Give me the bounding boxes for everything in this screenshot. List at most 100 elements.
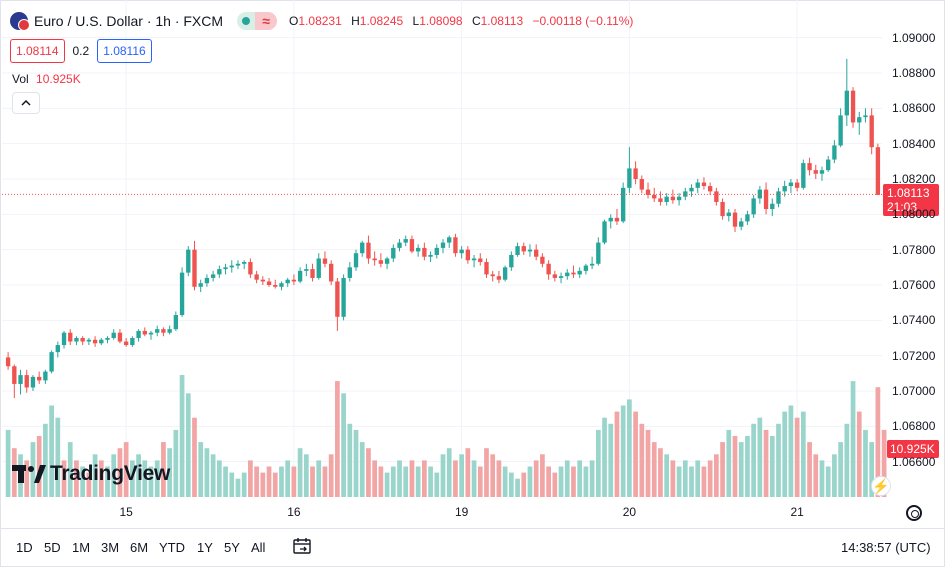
time-tick-label: 21	[790, 505, 804, 519]
volume-legend: Vol 10.925K	[12, 72, 81, 86]
volume-bar	[689, 466, 694, 497]
candle-body	[384, 258, 390, 264]
time-tick-label: 19	[454, 505, 469, 519]
time-tick-label: 15	[119, 505, 133, 519]
price-tick-label: 1.07200	[892, 348, 936, 363]
bid-ask-panel: 1.08114 0.2 1.08116	[10, 39, 152, 63]
candle-body	[210, 274, 216, 278]
last-price-label: 1.08113 21:03	[883, 184, 939, 216]
volume-bar	[260, 472, 266, 497]
range-1d-button[interactable]: 1D	[16, 540, 33, 555]
candle-body	[366, 242, 371, 259]
volume-bar	[639, 423, 645, 497]
candle-body	[316, 258, 321, 278]
candle-body	[502, 267, 508, 280]
candle-body	[360, 242, 365, 254]
candle-body	[30, 376, 36, 388]
volume-bar	[533, 460, 539, 497]
volume-bar	[651, 442, 657, 497]
volume-bar	[751, 423, 756, 497]
tradingview-logo[interactable]: TradingView	[12, 462, 170, 486]
candle-body	[826, 159, 831, 171]
candle-body	[838, 115, 843, 146]
volume-bar	[173, 429, 179, 497]
candle-body	[161, 329, 166, 333]
volume-bar	[832, 454, 837, 497]
candle-body	[794, 182, 800, 188]
range-5y-button[interactable]: 5Y	[224, 540, 240, 555]
date-range-icon[interactable]	[292, 537, 312, 555]
candle-body	[117, 332, 123, 342]
range-ytd-button[interactable]: YTD	[159, 540, 185, 555]
price-tick-label: 1.07400	[892, 313, 936, 328]
candle-body	[857, 117, 862, 123]
price-chart[interactable]	[0, 0, 945, 528]
volume-bar	[390, 466, 396, 497]
range-all-button[interactable]: All	[251, 540, 266, 555]
price-tick-label: 1.08800	[892, 66, 936, 80]
volume-bar	[701, 466, 707, 497]
symbol-title[interactable]: Euro / U.S. Dollar · 1h · FXCM	[34, 13, 224, 29]
volume-bar	[658, 448, 663, 497]
volume-bar	[285, 460, 291, 497]
price-tick-label: 1.08600	[892, 101, 936, 116]
candle-body	[148, 332, 154, 335]
volume-bar	[875, 387, 881, 497]
candle-body	[801, 163, 806, 188]
buy-button[interactable]: 1.08116	[97, 39, 152, 63]
gear-icon[interactable]	[906, 505, 922, 521]
candle-body	[397, 242, 402, 248]
candle-body	[434, 247, 439, 255]
volume-bar	[508, 472, 514, 497]
candle-body	[422, 247, 427, 257]
volume-bar	[546, 466, 551, 497]
volume-bar	[403, 466, 409, 497]
bottom-toolbar: 1D 5D 1M 3M 6M YTD 1Y 5Y All 14:38:57 (U…	[0, 528, 945, 566]
candle-body	[745, 214, 750, 222]
volume-bar	[210, 454, 216, 497]
volume-bar	[179, 375, 185, 497]
volume-bar	[869, 442, 875, 497]
volume-bar	[49, 405, 54, 497]
volume-bar	[881, 429, 887, 497]
change-value: −0.00118 (−0.11%)	[532, 14, 634, 28]
open-value: 1.08231	[298, 14, 342, 28]
candle-body	[478, 258, 483, 263]
candle-body	[819, 170, 825, 174]
time-tick-label: 20	[622, 505, 637, 519]
volume-bar	[776, 423, 781, 497]
candle-body	[726, 212, 731, 217]
range-3m-button[interactable]: 3M	[101, 540, 120, 555]
volume-bar	[825, 466, 831, 497]
sell-button[interactable]: 1.08114	[10, 39, 65, 63]
candle-body	[645, 189, 651, 195]
volume-bar	[714, 454, 719, 497]
candle-body	[546, 263, 551, 275]
candle-body	[310, 269, 315, 278]
utc-clock[interactable]: 14:38:57 (UTC)	[841, 540, 931, 555]
range-5d-button[interactable]: 5D	[44, 540, 61, 555]
market-status-badge[interactable]: ≈	[237, 12, 278, 30]
chevron-up-icon	[21, 100, 31, 106]
collapse-legend-button[interactable]	[12, 92, 40, 114]
range-6m-button[interactable]: 6M	[130, 540, 149, 555]
range-1m-button[interactable]: 1M	[72, 540, 91, 555]
candle-body	[695, 182, 700, 188]
volume-bar	[707, 460, 713, 497]
volume-bar	[415, 466, 421, 497]
candle-body	[732, 212, 738, 227]
candle-body	[49, 352, 54, 372]
candle-body	[614, 217, 620, 222]
volume-bar	[353, 429, 359, 497]
lightning-icon[interactable]: ⚡	[871, 476, 891, 496]
candle-body	[676, 196, 682, 201]
last-price-value: 1.08113	[887, 186, 930, 200]
volume-bar	[695, 460, 701, 497]
candle-body	[639, 179, 644, 190]
volume-bar	[782, 411, 788, 497]
candle-body	[633, 168, 638, 179]
candle-body	[620, 187, 626, 222]
candle-body	[198, 283, 203, 287]
range-1y-button[interactable]: 1Y	[197, 540, 213, 555]
volume-bar	[372, 460, 378, 497]
